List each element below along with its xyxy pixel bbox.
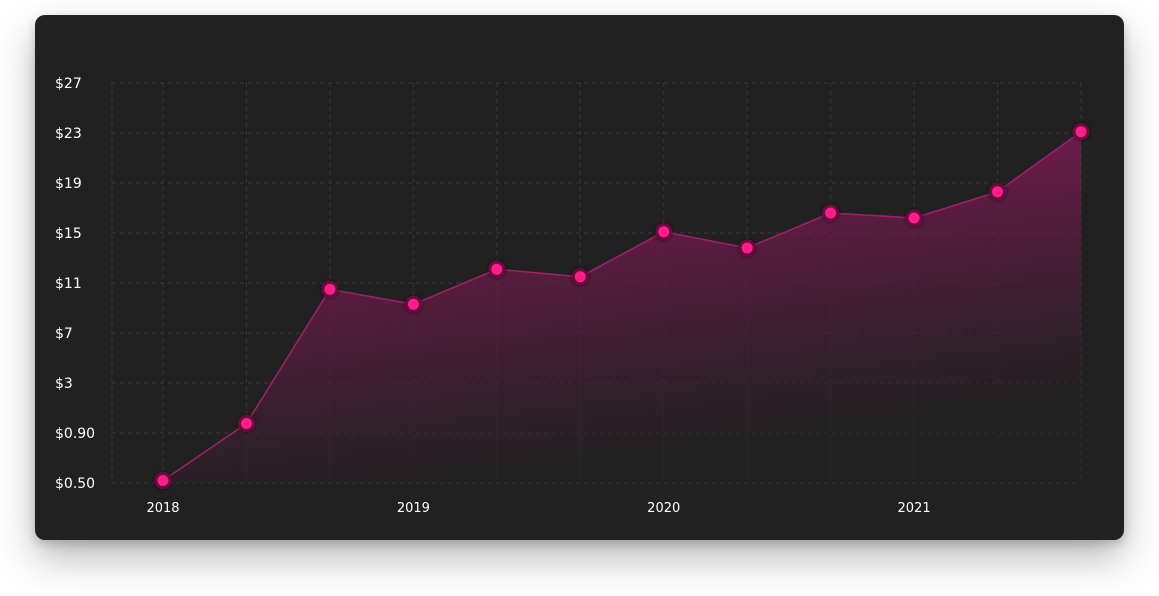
x-tick-label: 2019 <box>397 501 430 516</box>
y-tick-label: $7 <box>55 326 73 342</box>
y-tick-label: $0.50 <box>55 476 95 492</box>
data-point[interactable] <box>238 415 255 432</box>
series-line <box>162 131 1082 482</box>
y-tick-label: $15 <box>55 226 82 242</box>
y-tick-label: $23 <box>55 126 82 142</box>
area-series <box>162 131 1082 483</box>
y-axis: $0.50 $0.90 $3 $7 $11 $15 $19 $23 $27 <box>55 76 95 492</box>
y-tick-label: $0.90 <box>55 426 95 442</box>
data-point[interactable] <box>738 239 756 257</box>
x-axis: 2018 2019 2020 2021 <box>146 501 930 516</box>
data-point[interactable] <box>321 280 339 298</box>
data-point[interactable] <box>655 223 673 241</box>
y-tick-label: $3 <box>55 376 73 392</box>
data-point[interactable] <box>404 295 422 313</box>
y-tick-label: $27 <box>55 76 82 92</box>
data-point[interactable] <box>905 209 923 227</box>
y-tick-label: $11 <box>55 276 82 292</box>
x-tick-label: 2018 <box>146 501 179 516</box>
data-points <box>154 123 1090 489</box>
data-point[interactable] <box>488 260 506 278</box>
x-tick-label: 2020 <box>647 501 680 516</box>
data-point[interactable] <box>571 268 589 286</box>
data-point[interactable] <box>989 183 1006 201</box>
data-point[interactable] <box>1072 123 1090 141</box>
data-point[interactable] <box>822 204 840 222</box>
data-point[interactable] <box>154 472 172 489</box>
y-tick-label: $19 <box>55 176 82 192</box>
series-area <box>163 131 1081 483</box>
x-tick-label: 2021 <box>898 501 931 516</box>
